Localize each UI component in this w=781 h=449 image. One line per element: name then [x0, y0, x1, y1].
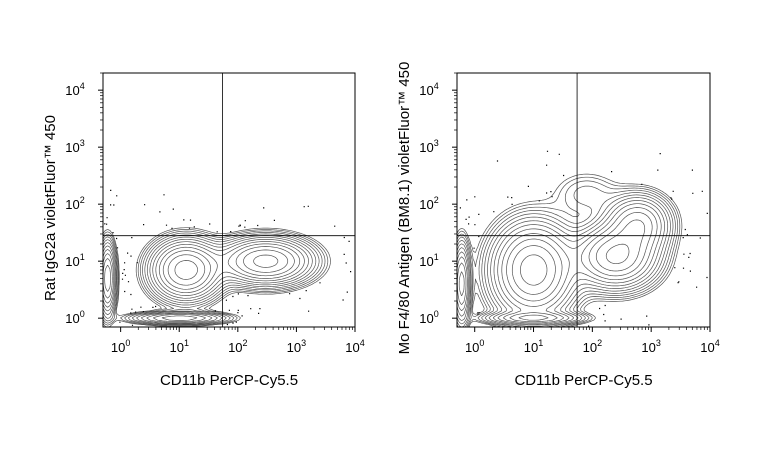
x-tick-label: 103 — [641, 338, 660, 355]
contour-level-6 — [457, 197, 669, 326]
contour-level-9 — [457, 207, 658, 323]
contour-level-2 — [103, 230, 326, 326]
x-tick-label: 101 — [169, 338, 188, 355]
y-tick-label: 101 — [419, 252, 438, 269]
plot-area — [103, 189, 352, 327]
x-tick-label: 104 — [345, 338, 364, 355]
contour-level-3 — [457, 185, 676, 327]
contour-level-6 — [103, 237, 313, 324]
x-tick-label: 103 — [287, 338, 306, 355]
contour-level-8 — [457, 203, 662, 324]
outlier-events — [459, 150, 708, 327]
contour-level-12 — [520, 243, 630, 286]
y-tick-label: 100 — [419, 309, 438, 326]
contour-level-10 — [104, 246, 295, 292]
x-tick-label: 100 — [465, 338, 484, 355]
y-axis-label: Mo F4/80 Antigen (BM8.1) violetFluor™ 45… — [396, 62, 413, 355]
contour-level-0 — [457, 173, 683, 327]
contour-level-11 — [511, 219, 646, 295]
y-tick-label: 104 — [419, 81, 438, 98]
y-tick-label: 104 — [65, 81, 84, 98]
x-tick-label: 102 — [583, 338, 602, 355]
x-tick-label: 104 — [700, 338, 719, 355]
y-tick-label: 102 — [65, 195, 84, 212]
x-axis-label: CD11b PerCP-Cy5.5 — [160, 372, 298, 389]
outlier-events — [103, 189, 352, 327]
y-tick-label: 100 — [65, 309, 84, 326]
contour-level-1 — [457, 176, 681, 327]
y-tick-label: 101 — [65, 252, 84, 269]
contour-level-10 — [458, 212, 653, 321]
contour-level-9 — [103, 243, 301, 321]
left-contour-plot: 100 101 102 103 104 100 101 102 103 104 CD11b PerC… — [42, 72, 365, 389]
right-contour-plot: 100 101 102 103 104 100 101 102 103 104 CD11b PerC… — [396, 62, 720, 389]
contour-level-0 — [103, 227, 331, 327]
plot-area — [457, 150, 708, 327]
y-tick-label: 102 — [419, 195, 438, 212]
x-tick-label: 101 — [524, 338, 543, 355]
x-tick-label: 100 — [111, 338, 130, 355]
contour-level-8 — [103, 241, 305, 322]
contour-level-11 — [167, 249, 289, 286]
contour-level-7 — [103, 239, 309, 323]
x-tick-label: 102 — [228, 338, 247, 355]
contour-level-7 — [457, 200, 665, 325]
plot-frame — [102, 72, 356, 328]
y-axis-label: Rat IgG2a violetFluor™ 450 — [42, 115, 59, 301]
contour-level-5 — [103, 235, 317, 325]
x-axis-label: CD11b PerCP-Cy5.5 — [514, 372, 652, 389]
contour-level-4 — [103, 233, 320, 325]
contour-level-3 — [103, 232, 323, 326]
contour-level-5 — [457, 194, 671, 327]
contour-level-12 — [174, 254, 279, 280]
y-tick-label: 103 — [419, 138, 438, 155]
y-tick-label: 103 — [65, 138, 84, 155]
contour-level-4 — [457, 192, 674, 327]
